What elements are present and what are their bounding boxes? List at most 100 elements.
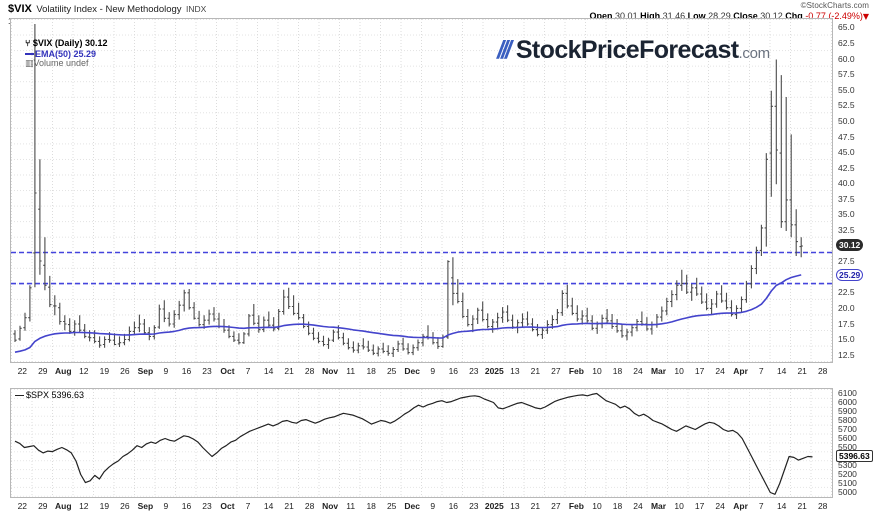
high-label: High	[640, 11, 661, 21]
x-axis-tick-label: 19	[99, 366, 110, 376]
x-axis-tick-label: 10	[592, 501, 602, 511]
change-label: Chg	[785, 11, 803, 21]
x-axis-tick-label: 18	[612, 366, 623, 376]
open-label: Open	[589, 11, 613, 21]
x-axis-tick-label: Oct	[220, 501, 235, 511]
copyright-notice: ©StockCharts.com	[590, 1, 869, 10]
legend-volume-row: ▥Volume undef	[25, 58, 107, 70]
x-axis-tick-label: 2025	[484, 366, 504, 376]
high-value: 31.46	[662, 11, 686, 21]
x-axis-tick-label: 24	[633, 501, 643, 511]
spx-legend-row: $SPX 5396.63	[15, 390, 85, 401]
vix-y-tick-label: 20.0	[838, 303, 855, 313]
x-axis-tick-label: Oct	[220, 366, 235, 376]
x-axis-tick-label: 16	[181, 366, 192, 376]
x-axis-tick-label: Sep	[137, 366, 154, 376]
x-axis-tick-label: Dec	[404, 501, 420, 511]
symbol-ticker: $VIX	[8, 3, 32, 15]
logo-slashes-icon: ///	[497, 36, 512, 64]
close-value: 30.12	[760, 11, 783, 21]
x-axis-tick-label: Sep	[137, 501, 154, 511]
x-axis-tick-label: 18	[366, 366, 376, 376]
x-axis-tick-label: 24	[715, 501, 725, 511]
x-axis-tick-label: 9	[430, 501, 436, 511]
vix-ema-value-tag: 25.29	[836, 269, 864, 281]
x-axis-tick-label: 23	[469, 366, 479, 376]
x-axis-tick-label: 19	[99, 501, 110, 511]
x-axis-tick-label: 14	[263, 501, 274, 511]
x-axis-tick-label: 21	[284, 366, 294, 376]
x-axis-tick-label: 28	[817, 501, 828, 511]
vix-y-tick-label: 32.5	[838, 225, 855, 235]
spx-y-tick-label: 5500	[838, 441, 857, 452]
x-axis-tick-label: 18	[366, 501, 376, 511]
vix-y-tick-label: 57.5	[838, 69, 855, 80]
spx-legend-text: $SPX 5396.63	[26, 390, 85, 400]
vix-y-tick-label: 42.5	[838, 162, 855, 173]
symbol-type: INDX	[185, 4, 207, 14]
vix-plot-svg	[11, 19, 832, 362]
spx-y-tick-label: 5900	[838, 405, 857, 416]
x-axis-tick-label: 21	[530, 501, 541, 511]
x-axis-tick-label: 10	[674, 366, 684, 376]
vix-y-tick-label: 17.5	[838, 318, 855, 329]
x-axis-tick-label: 21	[530, 366, 541, 376]
x-axis-tick-label: 28	[304, 366, 315, 376]
x-axis-tick-label: 7	[245, 366, 251, 376]
vix-price-panel[interactable]: ⑂ $VIX (Daily) 30.12 EMA(50) 25.29 ▥Volu…	[10, 18, 833, 363]
x-axis-tick-label: 22	[17, 366, 28, 376]
spx-y-tick-label: 5200	[838, 468, 857, 479]
volume-bars-icon: ▥	[25, 59, 34, 69]
x-axis-tick-label: 17	[694, 501, 705, 511]
spx-y-tick-label: 5100	[838, 477, 857, 488]
spx-y-tick-label: 6100	[838, 387, 857, 398]
x-axis-tick-label: 12	[79, 366, 89, 376]
x-axis-tick-label: 12	[79, 501, 89, 511]
x-axis-tick-label: 25	[386, 366, 397, 376]
vix-y-tick-label: 65.0	[838, 22, 855, 33]
spx-y-tick-label: 5300	[838, 459, 857, 470]
x-axis-tick-label: 21	[797, 366, 807, 376]
vix-y-tick-label: 15.0	[838, 334, 855, 345]
legend-price-row: ⑂ $VIX (Daily) 30.12	[25, 38, 107, 50]
x-axis-tick-label: 7	[758, 501, 764, 511]
vix-y-tick-label: 27.5	[838, 256, 855, 267]
spx-current-price-tag: 5396.63	[836, 449, 873, 462]
x-axis-tick-label: 10	[592, 366, 602, 376]
vix-y-tick-label: 47.5	[838, 131, 855, 142]
vix-y-tick-label: 52.5	[838, 100, 855, 111]
vix-y-tick-label: 37.5	[838, 193, 855, 204]
low-label: Low	[687, 11, 706, 21]
spx-y-tick-label: 5600	[838, 432, 857, 443]
x-axis-tick-label: 13	[510, 501, 520, 511]
x-axis-tick-label: 14	[776, 366, 787, 376]
spx-y-tick-label: 5000	[838, 486, 857, 497]
x-axis-tick-label: 23	[202, 501, 212, 511]
x-axis-tick-label: 22	[17, 501, 28, 511]
copyright-mark: ©	[800, 1, 807, 10]
x-axis-tick-label: 24	[633, 366, 643, 376]
x-axis-tick-label: 29	[38, 501, 48, 511]
x-axis-tick-label: 16	[181, 501, 192, 511]
x-axis-tick-label: 10	[674, 501, 684, 511]
spx-plot-svg	[11, 389, 832, 497]
x-axis-tick-label: 18	[612, 501, 623, 511]
spx-horizontal-gridlines	[11, 389, 832, 497]
spx-y-tick-label: 5800	[838, 414, 857, 425]
x-axis-tick-label: Aug	[55, 366, 72, 376]
spx-indicator-panel[interactable]: $SPX 5396.63	[10, 388, 833, 498]
x-axis-tick-label: 26	[120, 501, 130, 511]
x-axis-tick-label: 23	[202, 366, 212, 376]
logo-tld: .com	[738, 45, 771, 62]
vix-horizontal-gridlines	[11, 19, 832, 362]
x-axis-tick-label: 11	[346, 366, 356, 376]
x-axis-tick-label: 25	[386, 501, 397, 511]
bar-chart-icon: ⑂	[25, 39, 31, 49]
x-axis-tick-label: 7	[245, 501, 251, 511]
x-axis-tick-label: Aug	[55, 501, 72, 511]
legend-ema-text: EMA(50) 25.29	[35, 48, 97, 59]
close-label: Close	[733, 11, 758, 21]
x-axis-tick-label: 9	[163, 501, 169, 511]
change-value: -0.77 (-2.49%)	[805, 11, 863, 21]
x-axis-tick-label: Apr	[733, 366, 748, 376]
